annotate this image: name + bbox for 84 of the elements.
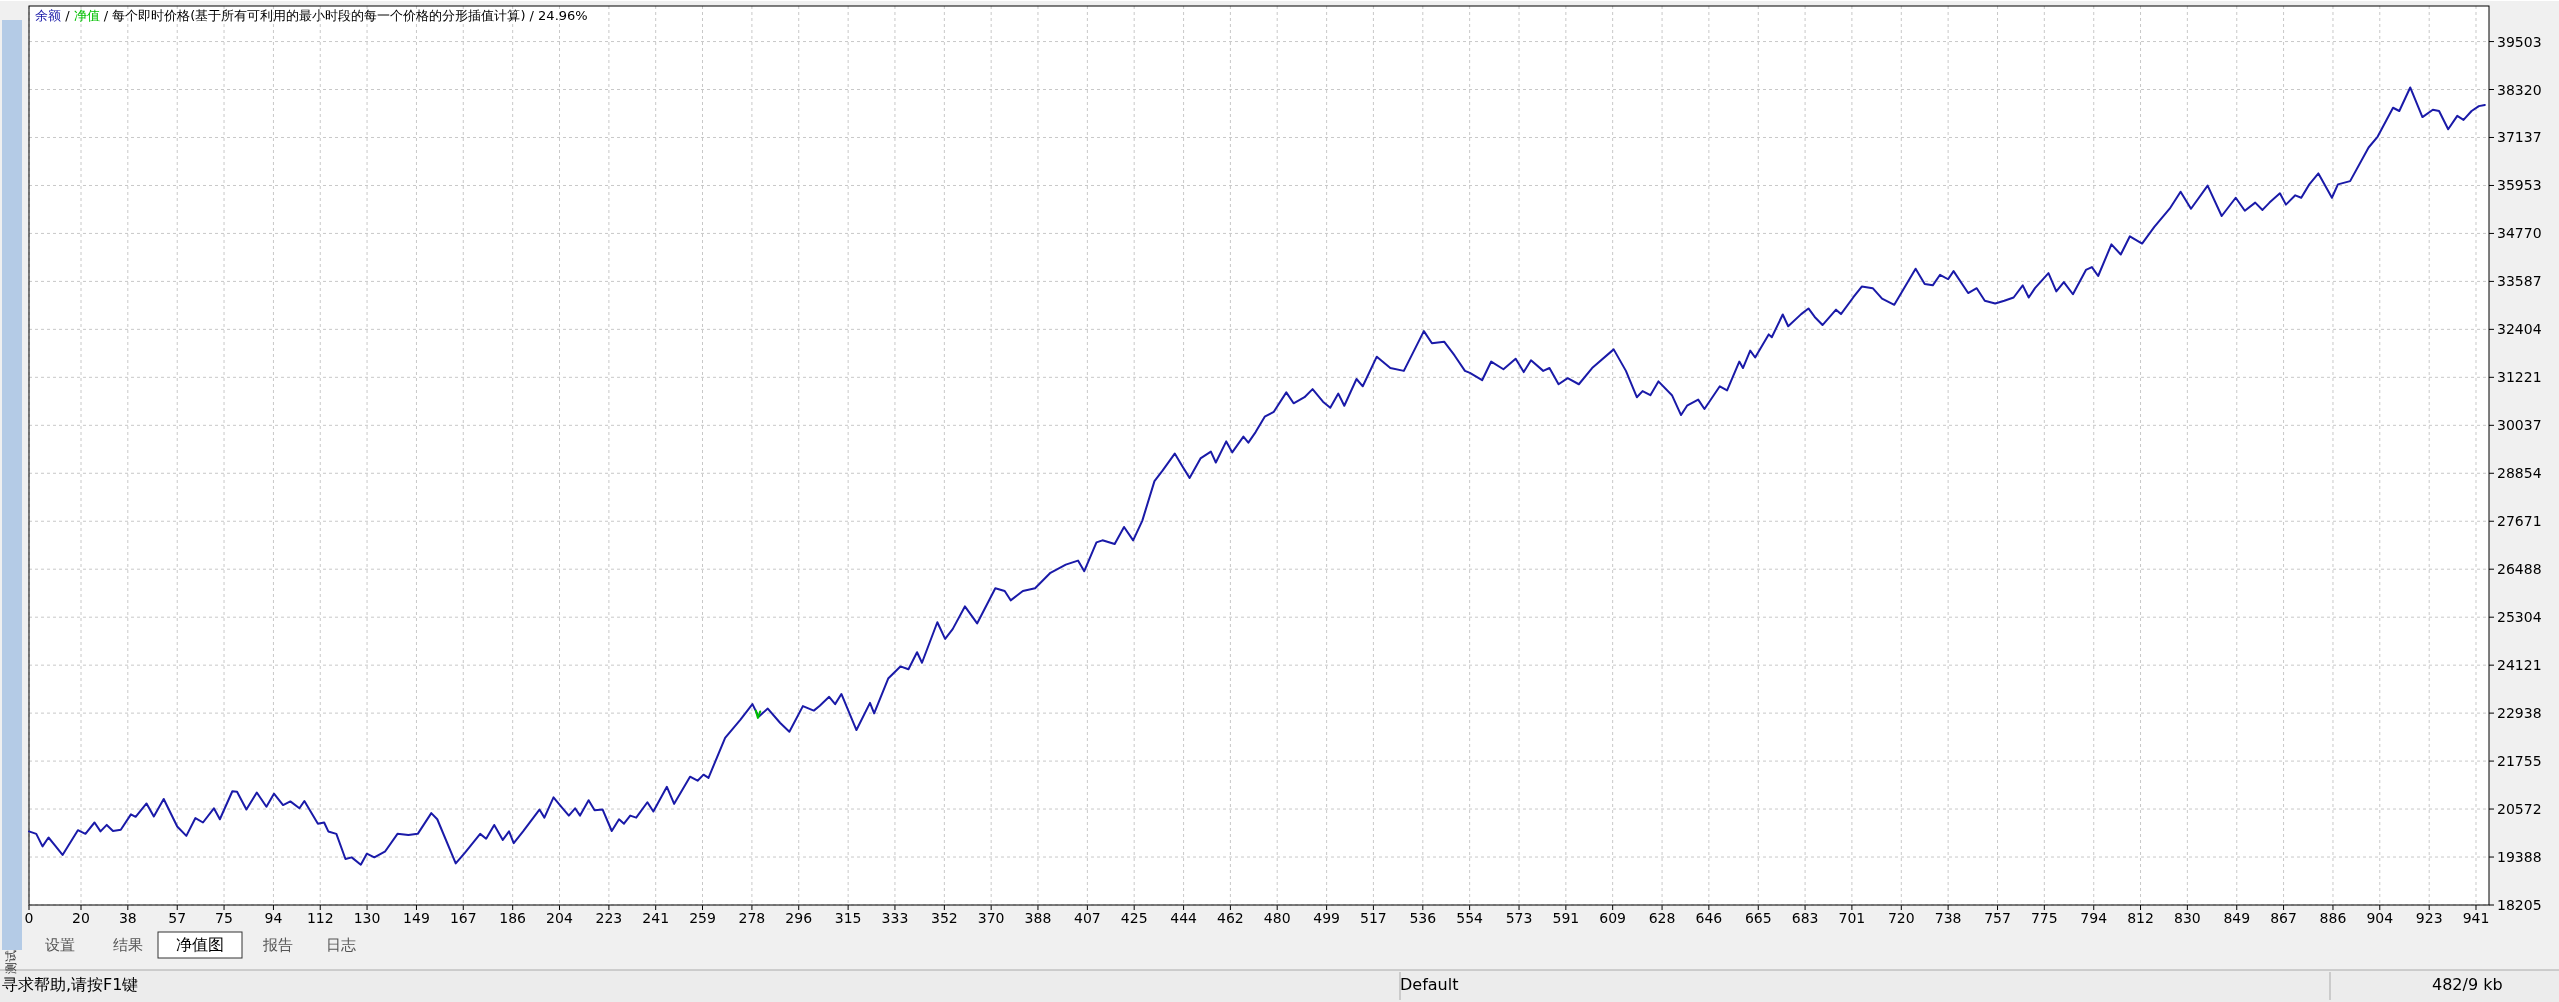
x-tick-label: 830 [2173, 910, 2201, 926]
x-tick-label: 609 [1599, 910, 1627, 926]
y-tick-label: 18205 [2497, 897, 2542, 913]
text: 寻求帮助,请按F1键 [2, 975, 139, 994]
x-tick-label: 701 [1838, 910, 1866, 926]
x-tick-label: 352 [930, 910, 958, 926]
x-tick-label: 407 [1074, 910, 1101, 926]
text: 482/9 kb [2432, 975, 2503, 994]
y-tick-label: 37137 [2497, 129, 2542, 146]
x-tick-label: 204 [546, 910, 573, 926]
x-tick-label: 259 [689, 910, 716, 926]
x-tick-label: 149 [403, 910, 430, 926]
x-tick-label: 75 [215, 910, 233, 926]
x-tick-label: 444 [1170, 910, 1198, 926]
text: Default [1400, 975, 1459, 994]
annotation: / [65, 8, 74, 23]
x-tick-label: 167 [449, 910, 477, 926]
x-tick-label: 278 [738, 910, 766, 926]
x-tick-label: 536 [1409, 910, 1437, 926]
y-tick-label: 31221 [2497, 369, 2542, 386]
x-tick-label: 591 [1552, 910, 1580, 926]
x-tick-label: 112 [306, 910, 334, 926]
x-tick-label: 38 [118, 910, 137, 926]
x-tick-label: 296 [785, 910, 813, 926]
x-tick-label: 241 [642, 910, 670, 926]
x-tick-label: 499 [1313, 910, 1340, 926]
x-tick-label: 480 [1263, 910, 1291, 926]
x-tick-label: 315 [834, 910, 862, 926]
x-tick-label: 941 [2462, 910, 2490, 926]
x-tick-label: 904 [2366, 910, 2394, 926]
y-tick-label: 35953 [2497, 177, 2542, 194]
y-tick-label: 39503 [2497, 33, 2542, 50]
x-tick-label: 720 [1887, 910, 1915, 926]
text: 净值图 [176, 935, 224, 954]
y-tick-label: 27671 [2497, 513, 2542, 530]
y-tick-label: 38320 [2497, 81, 2542, 98]
x-tick-label: 923 [2415, 910, 2443, 926]
x-tick-label: 462 [1217, 910, 1244, 926]
y-tick-label: 33587 [2497, 273, 2542, 290]
text: 设置 [45, 936, 75, 954]
x-tick-label: 683 [1791, 910, 1819, 926]
x-tick-label: 370 [977, 910, 1005, 926]
x-tick-label: 554 [1456, 910, 1484, 926]
x-tick-label: 849 [2223, 910, 2251, 926]
y-tick-label: 24121 [2497, 657, 2542, 674]
x-tick-label: 0 [24, 910, 34, 926]
x-tick-label: 775 [2030, 910, 2058, 926]
x-tick-label: 646 [1695, 910, 1723, 926]
x-tick-label: 130 [353, 910, 381, 926]
x-tick-label: 794 [2080, 910, 2108, 926]
text: 测试 [4, 950, 18, 974]
y-tick-label: 28854 [2497, 465, 2542, 482]
y-tick-label: 21755 [2497, 753, 2542, 770]
y-tick-label: 26488 [2497, 561, 2542, 578]
y-tick-label: 22938 [2497, 705, 2542, 722]
text: 净值 [73, 8, 100, 23]
x-tick-label: 738 [1934, 910, 1962, 926]
x-tick-label: 665 [1744, 910, 1772, 926]
x-tick-label: 757 [1984, 910, 2011, 926]
x-tick-label: 867 [2270, 910, 2297, 926]
text: 结果 [113, 936, 143, 954]
x-tick-label: 333 [881, 910, 909, 926]
x-tick-label: 57 [168, 910, 187, 926]
y-tick-label: 20572 [2497, 801, 2542, 818]
x-tick-label: 223 [595, 910, 623, 926]
x-tick-label: 812 [2127, 910, 2154, 926]
text: 余额 [35, 8, 61, 23]
text: 日志 [326, 936, 356, 954]
y-tick-label: 30037 [2497, 417, 2542, 434]
x-tick-label: 886 [2319, 910, 2347, 926]
x-tick-label: 425 [1120, 910, 1148, 926]
y-tick-label: 19388 [2497, 849, 2542, 866]
y-tick-label: 34770 [2497, 225, 2542, 242]
x-tick-label: 186 [499, 910, 527, 926]
y-tick-label: 25304 [2497, 609, 2542, 626]
x-tick-label: 94 [264, 910, 283, 926]
x-tick-label: 517 [1360, 910, 1387, 926]
chart-title: / 每个即时价格(基于所有可利用的最小时段的每一个价格的分形插值计算) / 24.96% [103, 8, 588, 23]
text: 报告 [262, 936, 293, 954]
x-tick-label: 628 [1648, 910, 1676, 926]
x-tick-label: 573 [1505, 910, 1533, 926]
x-tick-label: 20 [72, 910, 90, 926]
y-tick-label: 32404 [2497, 321, 2542, 338]
x-tick-label: 388 [1024, 910, 1052, 926]
